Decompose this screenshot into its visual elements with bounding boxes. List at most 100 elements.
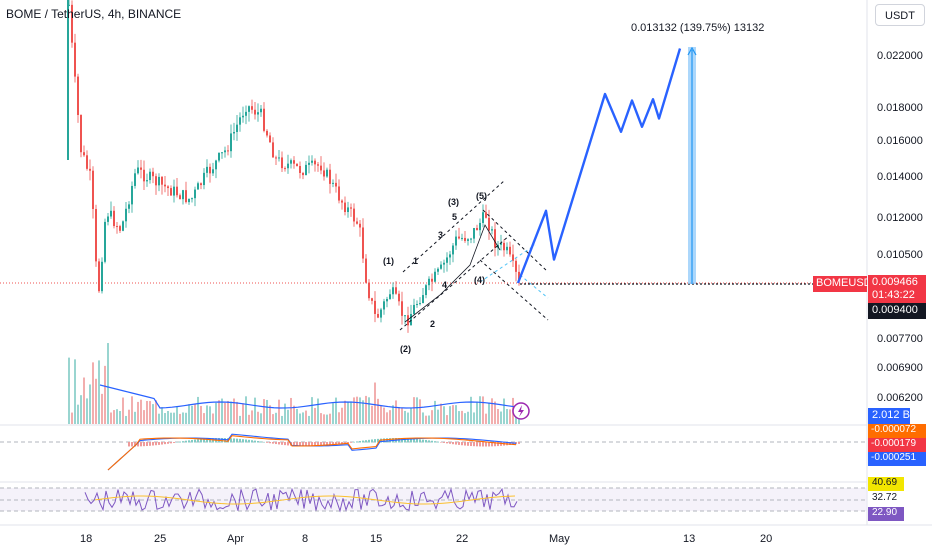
chart-title: BOME / TetherUS, 4h, BINANCE bbox=[6, 7, 182, 21]
macd-signal-line bbox=[107, 435, 517, 471]
candle bbox=[206, 166, 208, 173]
macd-histogram-bar bbox=[422, 439, 424, 443]
volume-bar bbox=[224, 402, 226, 424]
channel-lower bbox=[399, 234, 511, 331]
candle bbox=[302, 172, 304, 176]
candle bbox=[200, 183, 202, 186]
candle bbox=[338, 186, 340, 201]
currency-button[interactable]: USDT bbox=[875, 4, 925, 26]
candle bbox=[287, 163, 289, 169]
volume-bar bbox=[218, 400, 220, 424]
macd-histogram-bar bbox=[137, 442, 139, 447]
candle bbox=[284, 168, 286, 170]
volume-bar bbox=[119, 411, 121, 424]
candle bbox=[122, 221, 124, 231]
volume-bar bbox=[368, 397, 370, 424]
macd-histogram-bar bbox=[365, 440, 367, 443]
candle bbox=[134, 173, 136, 186]
volume-bar bbox=[488, 402, 490, 424]
macd-histogram-bar bbox=[416, 438, 418, 443]
macd-histogram-bar bbox=[164, 442, 166, 445]
correction-inner-2 bbox=[519, 274, 549, 299]
candle bbox=[107, 216, 109, 222]
candle bbox=[119, 226, 121, 231]
candle bbox=[353, 208, 355, 222]
volume-bar bbox=[464, 413, 466, 424]
volume-bar bbox=[131, 396, 133, 424]
countdown-value: 01:43:22 bbox=[872, 289, 915, 301]
macd-histogram-bar bbox=[323, 442, 325, 446]
volume-bar bbox=[485, 413, 487, 424]
candle bbox=[248, 106, 250, 112]
volume-bar bbox=[326, 414, 328, 424]
lightning-icon[interactable] bbox=[512, 402, 530, 420]
volume-bar bbox=[299, 413, 301, 424]
volume-bar bbox=[275, 412, 277, 424]
candle bbox=[125, 208, 127, 222]
time-label-15: 15 bbox=[370, 533, 382, 545]
candle bbox=[131, 185, 133, 205]
macd-histogram-bar bbox=[425, 439, 427, 443]
candle bbox=[512, 254, 514, 261]
candle bbox=[356, 221, 358, 224]
macd-histogram-bar bbox=[296, 442, 298, 447]
macd-histogram-bar bbox=[299, 442, 301, 447]
price-tick-label: 0.016000 bbox=[877, 135, 923, 147]
macd-histogram-bar bbox=[356, 441, 358, 443]
candle bbox=[215, 160, 217, 170]
candle bbox=[476, 227, 478, 231]
volume-bar bbox=[95, 378, 97, 424]
candle bbox=[272, 142, 274, 158]
volume-bar bbox=[158, 413, 160, 424]
macd-histogram-bar bbox=[362, 440, 364, 443]
candle bbox=[149, 171, 151, 181]
volume-bar bbox=[278, 399, 280, 424]
volume-bar bbox=[272, 414, 274, 424]
candle bbox=[218, 152, 220, 161]
macd-histogram-bar bbox=[440, 442, 442, 443]
volume-bar bbox=[431, 410, 433, 424]
time-label-18: 18 bbox=[80, 533, 92, 545]
volume-bar bbox=[455, 405, 457, 424]
macd-histogram-bar bbox=[320, 442, 322, 447]
candle bbox=[242, 115, 244, 118]
macd-histogram-bar bbox=[233, 438, 235, 443]
wave-label-4-paren: (4) bbox=[474, 275, 485, 285]
volume-bar bbox=[89, 384, 91, 424]
volume-bar bbox=[110, 412, 112, 424]
volume-bar bbox=[362, 400, 364, 424]
candle bbox=[500, 242, 502, 245]
macd-histogram-bar bbox=[161, 442, 163, 445]
volume-bar bbox=[263, 399, 265, 424]
candle bbox=[455, 236, 457, 246]
macd-histogram-bar bbox=[191, 439, 193, 443]
candle bbox=[398, 293, 400, 302]
candle bbox=[422, 295, 424, 304]
candle bbox=[80, 115, 82, 153]
macd-histogram-bar bbox=[407, 438, 409, 443]
volume-bar bbox=[467, 411, 469, 424]
candle bbox=[461, 237, 463, 239]
volume-bar bbox=[473, 412, 475, 424]
macd-histogram-bar bbox=[332, 442, 334, 446]
macd-histogram-bar bbox=[146, 442, 148, 447]
candle bbox=[488, 217, 490, 231]
candle bbox=[74, 42, 76, 77]
candle bbox=[323, 170, 325, 177]
candle bbox=[179, 195, 181, 200]
macd-histogram-bar bbox=[179, 441, 181, 443]
candle bbox=[188, 198, 190, 203]
candle bbox=[83, 152, 85, 156]
volume-bar bbox=[440, 403, 442, 424]
macd-histogram-bar bbox=[431, 440, 433, 443]
candle bbox=[434, 271, 436, 282]
candle bbox=[209, 166, 211, 174]
time-label-20: 20 bbox=[760, 533, 772, 545]
wave-label-2: 2 bbox=[430, 319, 435, 329]
candle bbox=[158, 176, 160, 186]
volume-bar bbox=[293, 405, 295, 424]
volume-bar bbox=[491, 398, 493, 424]
macd-histogram-bar bbox=[329, 442, 331, 446]
